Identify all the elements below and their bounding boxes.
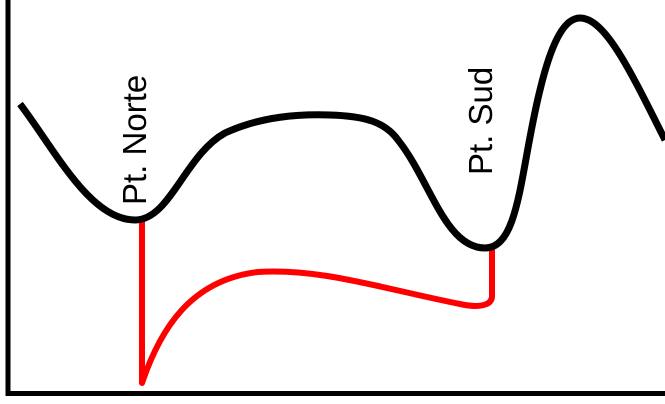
terrain-profile-line	[17, 14, 665, 252]
red-channel-line	[139, 220, 495, 386]
label-pt-norte: Pt. Norte	[116, 75, 153, 205]
label-pt-sud: Pt. Sud	[462, 67, 499, 175]
